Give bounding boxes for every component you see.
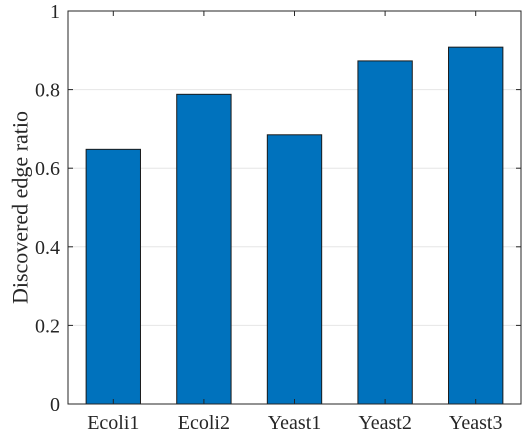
y-tick-label: 0.4 <box>35 237 60 259</box>
y-axis-label: Discovered edge ratio <box>8 111 33 304</box>
bar-ecoli2 <box>176 93 232 405</box>
x-tick-label: Yeast2 <box>358 412 412 434</box>
axis-ticks <box>68 10 521 405</box>
bar-yeast3 <box>448 46 504 405</box>
x-tick-labels: Ecoli1 Ecoli2 Yeast1 Yeast2 Yeast3 <box>87 412 502 434</box>
bars <box>85 46 504 405</box>
y-tick-label: 0.6 <box>35 158 60 180</box>
x-tick-label: Yeast1 <box>268 412 322 434</box>
bar-ecoli1 <box>85 148 141 405</box>
bar-yeast2 <box>357 60 413 405</box>
bar-yeast1 <box>266 134 323 405</box>
x-tick-label: Ecoli2 <box>178 412 230 434</box>
y-tick-label: 1 <box>50 1 60 23</box>
y-tick-labels: 0 0.2 0.4 0.6 0.8 1 <box>35 1 60 416</box>
x-tick-label: Ecoli1 <box>87 412 139 434</box>
y-tick-label: 0.8 <box>35 80 60 102</box>
x-tick-label: Yeast3 <box>449 412 503 434</box>
y-tick-label: 0.2 <box>35 315 60 337</box>
y-tick-label: 0 <box>50 394 60 416</box>
